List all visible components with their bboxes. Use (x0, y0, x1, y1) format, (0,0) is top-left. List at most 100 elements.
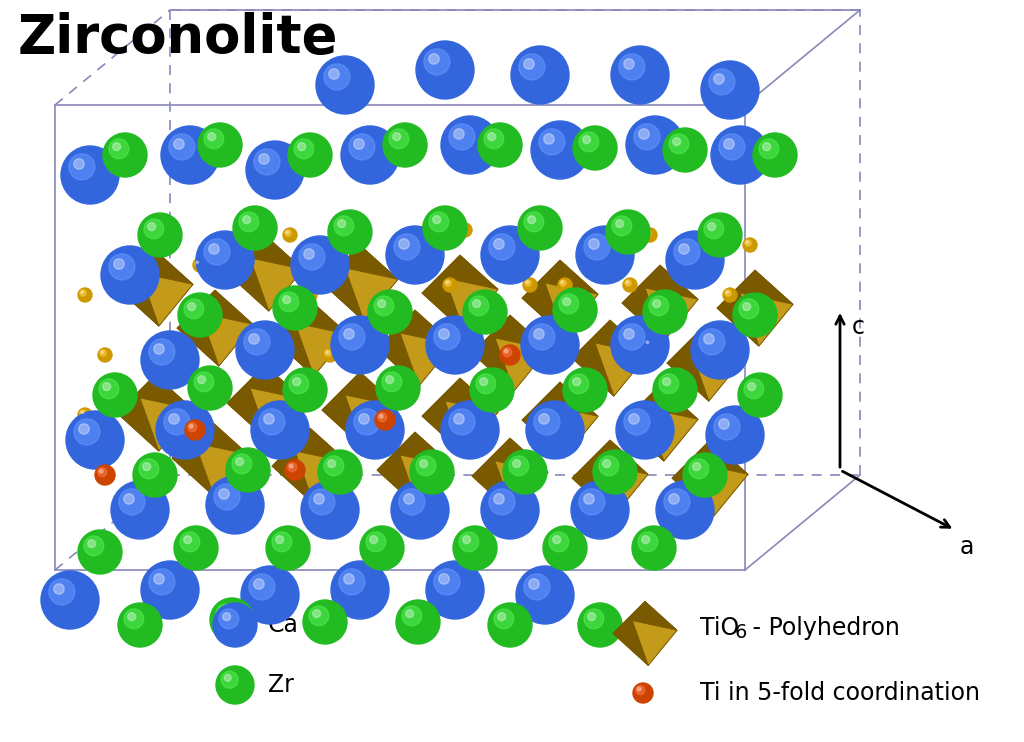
Circle shape (679, 244, 689, 255)
Circle shape (326, 351, 329, 354)
Circle shape (738, 373, 782, 417)
Circle shape (286, 231, 289, 234)
Circle shape (460, 225, 466, 232)
Polygon shape (364, 407, 398, 448)
Circle shape (454, 414, 464, 424)
Circle shape (572, 378, 581, 386)
Circle shape (220, 608, 227, 616)
Circle shape (95, 465, 115, 485)
Polygon shape (377, 310, 415, 348)
Polygon shape (572, 343, 613, 396)
Polygon shape (177, 290, 215, 328)
Circle shape (423, 206, 467, 250)
Polygon shape (444, 401, 498, 454)
Circle shape (446, 281, 449, 283)
Circle shape (402, 606, 422, 626)
Circle shape (524, 212, 544, 232)
Circle shape (433, 216, 440, 223)
Circle shape (224, 674, 231, 681)
Polygon shape (360, 245, 398, 298)
Polygon shape (572, 440, 622, 493)
Text: 6: 6 (735, 623, 748, 643)
Circle shape (349, 134, 375, 160)
Polygon shape (645, 265, 698, 299)
Polygon shape (472, 338, 514, 391)
Circle shape (424, 49, 450, 75)
Circle shape (169, 414, 179, 424)
Circle shape (463, 536, 471, 544)
Circle shape (156, 401, 214, 459)
Circle shape (93, 373, 137, 417)
Circle shape (78, 288, 92, 302)
Circle shape (233, 206, 278, 250)
Circle shape (746, 241, 749, 243)
Polygon shape (377, 348, 426, 386)
Circle shape (624, 329, 634, 339)
Polygon shape (472, 353, 521, 391)
Polygon shape (613, 620, 648, 666)
Polygon shape (227, 235, 265, 273)
Circle shape (449, 409, 475, 435)
Circle shape (154, 574, 164, 584)
Circle shape (174, 139, 184, 149)
Circle shape (561, 281, 563, 283)
Polygon shape (717, 308, 766, 346)
Circle shape (264, 414, 274, 424)
Circle shape (216, 604, 236, 624)
Circle shape (354, 409, 380, 435)
Polygon shape (250, 388, 303, 441)
Polygon shape (345, 395, 398, 448)
Circle shape (81, 411, 84, 413)
Polygon shape (495, 338, 548, 391)
Circle shape (593, 450, 637, 494)
Circle shape (303, 288, 317, 302)
Circle shape (249, 574, 274, 600)
Circle shape (416, 41, 474, 99)
Polygon shape (709, 359, 743, 401)
Circle shape (763, 142, 771, 151)
Circle shape (119, 489, 145, 515)
Polygon shape (613, 634, 654, 666)
Polygon shape (272, 428, 310, 466)
Circle shape (324, 64, 350, 90)
Polygon shape (672, 440, 710, 478)
Circle shape (669, 493, 679, 505)
Circle shape (748, 383, 756, 390)
Circle shape (323, 348, 337, 362)
Circle shape (526, 281, 528, 283)
Polygon shape (622, 385, 672, 439)
Polygon shape (117, 398, 159, 451)
Polygon shape (268, 269, 303, 311)
Circle shape (368, 290, 412, 334)
Circle shape (666, 231, 724, 289)
Circle shape (259, 154, 269, 164)
Circle shape (378, 300, 386, 308)
Circle shape (461, 226, 464, 229)
Circle shape (360, 526, 404, 570)
Polygon shape (660, 265, 698, 318)
Circle shape (698, 329, 725, 355)
Polygon shape (419, 466, 453, 508)
Circle shape (487, 133, 496, 140)
Circle shape (124, 493, 134, 505)
Polygon shape (117, 273, 159, 326)
Circle shape (213, 603, 257, 647)
Polygon shape (613, 474, 648, 516)
Circle shape (543, 228, 557, 242)
Polygon shape (272, 300, 322, 353)
Circle shape (378, 413, 387, 421)
Circle shape (80, 290, 86, 296)
Polygon shape (610, 440, 648, 493)
Polygon shape (322, 283, 372, 321)
Circle shape (583, 136, 591, 144)
Polygon shape (648, 630, 677, 666)
Polygon shape (159, 410, 193, 451)
Circle shape (571, 481, 629, 539)
Circle shape (494, 493, 504, 505)
Polygon shape (690, 325, 743, 359)
Circle shape (711, 126, 769, 184)
Circle shape (353, 139, 365, 149)
Polygon shape (444, 278, 498, 331)
Polygon shape (295, 428, 348, 462)
Circle shape (616, 401, 674, 459)
